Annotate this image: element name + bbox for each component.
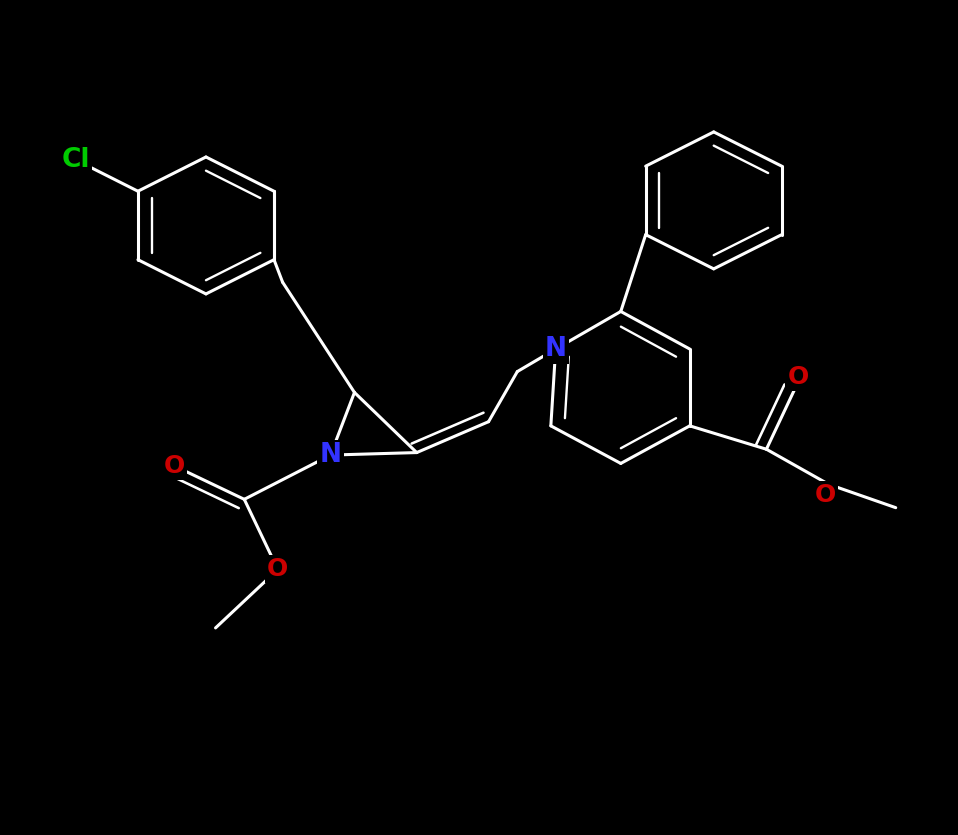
Text: N: N: [545, 336, 566, 362]
Text: O: O: [815, 483, 836, 507]
Text: O: O: [787, 366, 809, 389]
Text: O: O: [164, 454, 185, 478]
Text: O: O: [267, 558, 288, 581]
Text: Cl: Cl: [61, 147, 90, 173]
Text: N: N: [320, 442, 341, 468]
